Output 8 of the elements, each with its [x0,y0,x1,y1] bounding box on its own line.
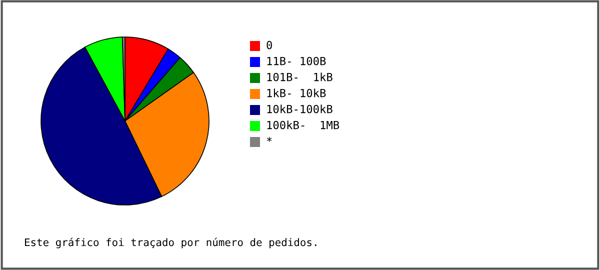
legend-label: 1kB- 10kB [267,88,326,98]
legend-label: 11B- 100B [267,56,326,66]
legend-label: * [266,136,272,142]
legend-label: 100kB- 1MB [267,120,340,130]
legend-label: 10kB-100kB [267,104,332,114]
legend-label: 101B- 1kB [267,72,332,82]
text: Este gráfico foi traçado por número de pedidos. [25,238,316,248]
legend-label: 0 [266,40,272,50]
